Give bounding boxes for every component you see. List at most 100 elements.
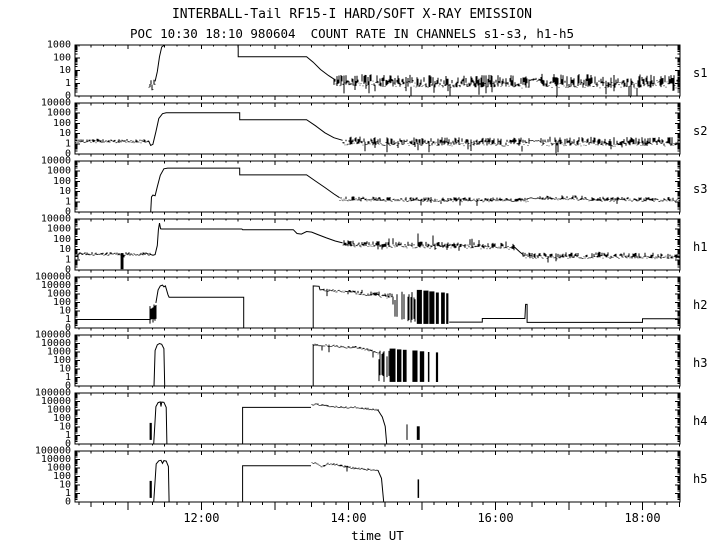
x-tick-label: 12:00	[183, 511, 219, 525]
panel-frame	[74, 44, 681, 97]
y-tick-label: 100	[53, 118, 71, 129]
trace-s1-noise4	[540, 73, 681, 96]
x-axis: 12:00 14:00 16:00 18:00	[78, 502, 680, 525]
y-tick-label: 0	[65, 439, 71, 450]
trace-h3-line0	[153, 342, 166, 387]
x-tick-label: 18:00	[624, 511, 660, 525]
y-ticks	[75, 102, 680, 155]
trace-s3-noise2	[527, 197, 541, 200]
y-tick-label: 1	[65, 430, 71, 441]
y-tick-label: 100	[53, 176, 71, 187]
y-tick-label: 1	[65, 314, 71, 325]
trace-h1-noise0	[74, 252, 121, 260]
trace-s2-noise2	[342, 136, 530, 153]
y-tick-label: 10000	[41, 156, 71, 167]
trace-h5-noise3	[311, 462, 379, 472]
x-axis-ticks	[78, 502, 680, 510]
panel-label-h1: h1	[693, 240, 707, 254]
trace-h1-noise4	[342, 240, 379, 248]
y-tick-label: 10000	[41, 98, 71, 109]
chart-title: INTERBALL-Tail RF15-I HARD/SOFT X-RAY EM…	[171, 7, 533, 22]
y-tick-label: 100000	[35, 446, 71, 457]
panel-label-s3: s3	[693, 182, 707, 196]
y-tick-label: 1	[65, 372, 71, 383]
y-tick-label: 10	[59, 422, 71, 433]
panel-label-s1: s1	[693, 66, 707, 80]
y-tick-label: 10	[59, 128, 71, 139]
trace-h2-burst1	[149, 304, 157, 324]
y-tick-label: 100	[53, 355, 71, 366]
y-tick-label: 1000	[47, 224, 71, 235]
chart-subtitle: POC 10:30 18:10 980604 COUNT RATE IN CHA…	[129, 26, 574, 41]
y-ticks	[75, 218, 680, 271]
y-tick-label: 1000	[47, 405, 71, 416]
y-tick-label: 10	[59, 244, 71, 255]
y-tick-label: 10	[59, 364, 71, 375]
trace-h2-line8	[449, 303, 680, 323]
x-ticks	[78, 45, 680, 100]
trace-h2-line3	[312, 285, 321, 328]
y-tick-label: 10	[59, 480, 71, 491]
x-tick-label: 16:00	[477, 511, 513, 525]
trace-s2-line1	[148, 112, 343, 147]
trace-s3-noise1	[339, 196, 529, 206]
panel-label-h2: h2	[693, 298, 707, 312]
x-ticks	[78, 393, 680, 448]
x-ticks	[78, 161, 680, 216]
y-tick-label: 10000	[41, 454, 71, 465]
panel-frame	[74, 102, 681, 155]
y-tick-label: 1	[65, 196, 71, 207]
trace-h1-noise8	[522, 251, 681, 263]
trace-s3-line0	[150, 167, 340, 213]
trace-h3-bar	[397, 349, 402, 382]
panel-frame	[74, 276, 681, 329]
y-tick-label: 10	[59, 186, 71, 197]
y-tick-label: 1	[65, 488, 71, 499]
trace-h2-noise4	[319, 288, 357, 297]
trace-h2-bar	[423, 290, 429, 324]
trace-h3-bar	[427, 352, 430, 382]
y-tick-label: 0	[65, 265, 71, 276]
panel-frame	[74, 334, 681, 387]
y-tick-label: 0	[65, 91, 71, 102]
y-tick-label: 1000	[47, 463, 71, 474]
y-tick-label: 1	[65, 254, 71, 265]
trace-s1-noise2	[333, 74, 530, 96]
y-tick-label: 100000	[35, 272, 71, 283]
trace-s2-noise0	[74, 138, 150, 144]
trace-h2-line2	[155, 284, 245, 328]
trace-h3-burst3	[378, 350, 390, 382]
y-tick-label: 1000	[47, 108, 71, 119]
x-ticks	[78, 277, 680, 332]
trace-h3-noise2	[312, 343, 380, 358]
trace-s2-noise3	[528, 139, 542, 142]
trace-h3-bar	[402, 349, 407, 382]
y-tick-label: 10000	[41, 396, 71, 407]
x-axis-label: time UT	[351, 528, 404, 543]
panel-label-h4: h4	[693, 414, 707, 428]
y-tick-label: 0	[65, 381, 71, 392]
trace-h2-bar	[416, 289, 422, 324]
trace-h1-bar	[120, 253, 124, 270]
y-tick-label: 1000	[47, 289, 71, 300]
trace-h1-noise6	[487, 241, 515, 251]
y-tick-label: 0	[65, 149, 71, 160]
y-tick-label: 100	[53, 234, 71, 245]
y-ticks	[75, 276, 680, 329]
trace-h2-bar	[441, 292, 445, 324]
panel-label-h5: h5	[693, 472, 707, 486]
trace-h5-bar	[149, 480, 152, 498]
trace-h2-bar	[446, 293, 449, 324]
trace-h3-bar	[419, 351, 425, 382]
y-ticks	[75, 450, 680, 503]
trace-h3-bar	[389, 348, 396, 382]
panel-frame	[74, 450, 681, 503]
trace-h5-line4	[377, 469, 385, 503]
trace-h4-line4	[377, 409, 388, 445]
y-tick-label: 1000	[47, 40, 71, 51]
